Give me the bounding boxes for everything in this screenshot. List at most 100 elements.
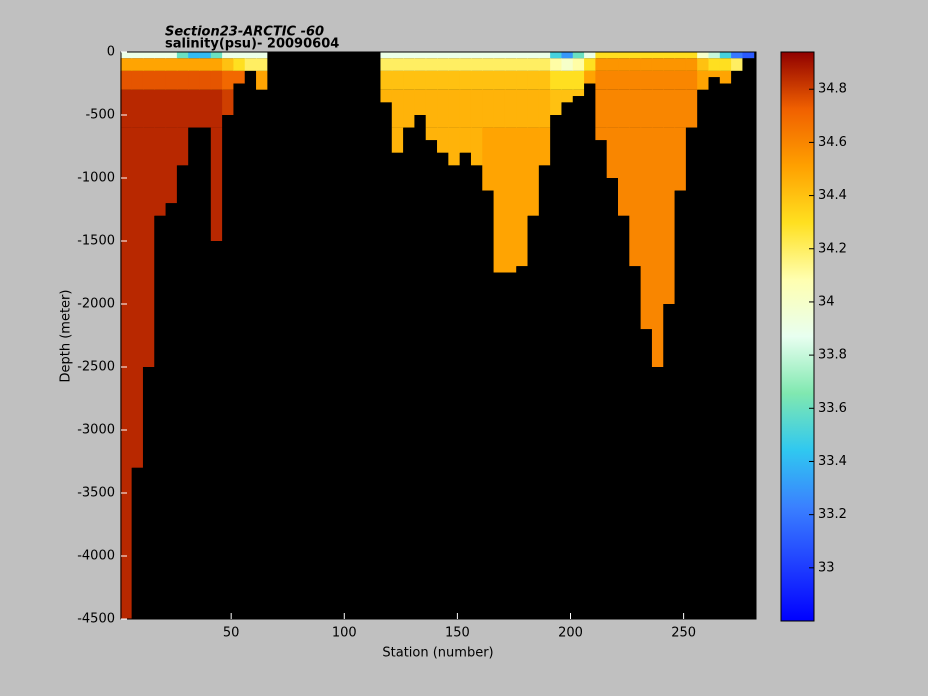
salinity-cell [493, 127, 506, 273]
salinity-cell [538, 58, 551, 71]
salinity-cell [154, 89, 167, 128]
x-tick-label: 100 [332, 626, 357, 641]
seafloor [222, 115, 234, 619]
salinity-cell [188, 52, 200, 59]
salinity-cell [425, 89, 438, 128]
salinity-cell [142, 58, 155, 71]
seafloor [154, 215, 167, 620]
salinity-cell [527, 127, 540, 216]
salinity-cell [538, 89, 551, 128]
salinity-cell [131, 89, 144, 128]
chart-title: Section23-ARCTIC -60 [165, 25, 324, 40]
salinity-cell [256, 52, 268, 59]
salinity-cell [142, 127, 155, 367]
seafloor [674, 190, 687, 619]
salinity-cell [233, 52, 246, 59]
salinity-cell [244, 52, 257, 59]
salinity-cell [572, 58, 585, 71]
salinity-cell [165, 58, 178, 71]
salinity-cell [154, 52, 167, 59]
salinity-cell [414, 52, 427, 59]
seafloor [233, 83, 246, 619]
salinity-cell [651, 70, 664, 90]
salinity-cell [482, 52, 495, 59]
salinity-cell [176, 70, 189, 90]
salinity-cell [142, 70, 155, 90]
salinity-cell [572, 89, 585, 97]
salinity-cell [606, 127, 619, 178]
salinity-cell [403, 89, 415, 128]
salinity-cell [618, 58, 630, 71]
salinity-cell [482, 89, 495, 128]
salinity-cell [448, 89, 461, 128]
salinity-cell [629, 58, 642, 71]
salinity-cell [516, 89, 529, 128]
salinity-cell [470, 52, 483, 59]
salinity-cell [470, 127, 483, 166]
salinity-cell [516, 127, 529, 267]
salinity-cell [640, 70, 653, 90]
salinity-cell [561, 89, 574, 103]
salinity-cell [222, 52, 234, 59]
salinity-cell [154, 70, 167, 90]
seafloor [165, 203, 178, 619]
salinity-cell [210, 52, 223, 59]
seafloor [210, 241, 223, 619]
y-tick-label: -4500 [77, 612, 115, 627]
salinity-cell [425, 58, 438, 71]
seafloor [629, 266, 642, 619]
salinity-cell [165, 127, 178, 204]
seafloor [335, 52, 348, 619]
seafloor [414, 115, 427, 619]
salinity-cell [708, 58, 721, 71]
salinity-cell [199, 89, 212, 128]
salinity-cell [663, 127, 676, 304]
salinity-cell [437, 52, 449, 59]
colorbar-tick-label: 33.8 [818, 348, 847, 363]
salinity-cell [697, 52, 709, 59]
salinity-cell [584, 58, 596, 71]
salinity-cell [154, 58, 167, 71]
salinity-cell [516, 58, 529, 71]
salinity-cell [550, 70, 562, 90]
colorbar-tick-label: 33 [818, 560, 835, 575]
salinity-cell [448, 52, 461, 59]
salinity-cell [131, 127, 144, 468]
seafloor [618, 215, 630, 620]
salinity-cell [437, 70, 449, 90]
salinity-cell [210, 70, 223, 90]
salinity-cell [154, 127, 167, 216]
salinity-cell [437, 58, 449, 71]
salinity-cell [142, 89, 155, 128]
seafloor [504, 272, 517, 619]
salinity-cell [527, 70, 540, 90]
seafloor [584, 83, 596, 619]
salinity-cell [391, 52, 404, 59]
seafloor [323, 52, 336, 619]
salinity-cell [504, 127, 517, 273]
salinity-cell [719, 70, 732, 84]
salinity-cell [538, 52, 551, 59]
salinity-cell [391, 89, 404, 128]
salinity-cell [199, 52, 212, 59]
colorbar-tick-label: 34.2 [818, 241, 847, 256]
seafloor [403, 127, 415, 619]
seafloor [550, 115, 562, 619]
salinity-cell [629, 52, 642, 59]
salinity-cell [222, 58, 234, 71]
x-tick-label: 50 [223, 626, 240, 641]
salinity-cell [210, 89, 223, 128]
salinity-cell [131, 52, 144, 59]
salinity-cell [561, 70, 574, 90]
colorbar-tick-label: 34.4 [818, 188, 847, 203]
salinity-cell [120, 127, 133, 619]
seafloor [312, 52, 325, 619]
salinity-cell [244, 58, 257, 71]
salinity-cell [629, 89, 642, 128]
salinity-cell [391, 58, 404, 71]
seafloor [176, 165, 189, 619]
salinity-cell [459, 127, 472, 153]
salinity-cell [685, 89, 698, 128]
salinity-cell [425, 70, 438, 90]
colorbar-tick-label: 34.8 [818, 82, 847, 97]
